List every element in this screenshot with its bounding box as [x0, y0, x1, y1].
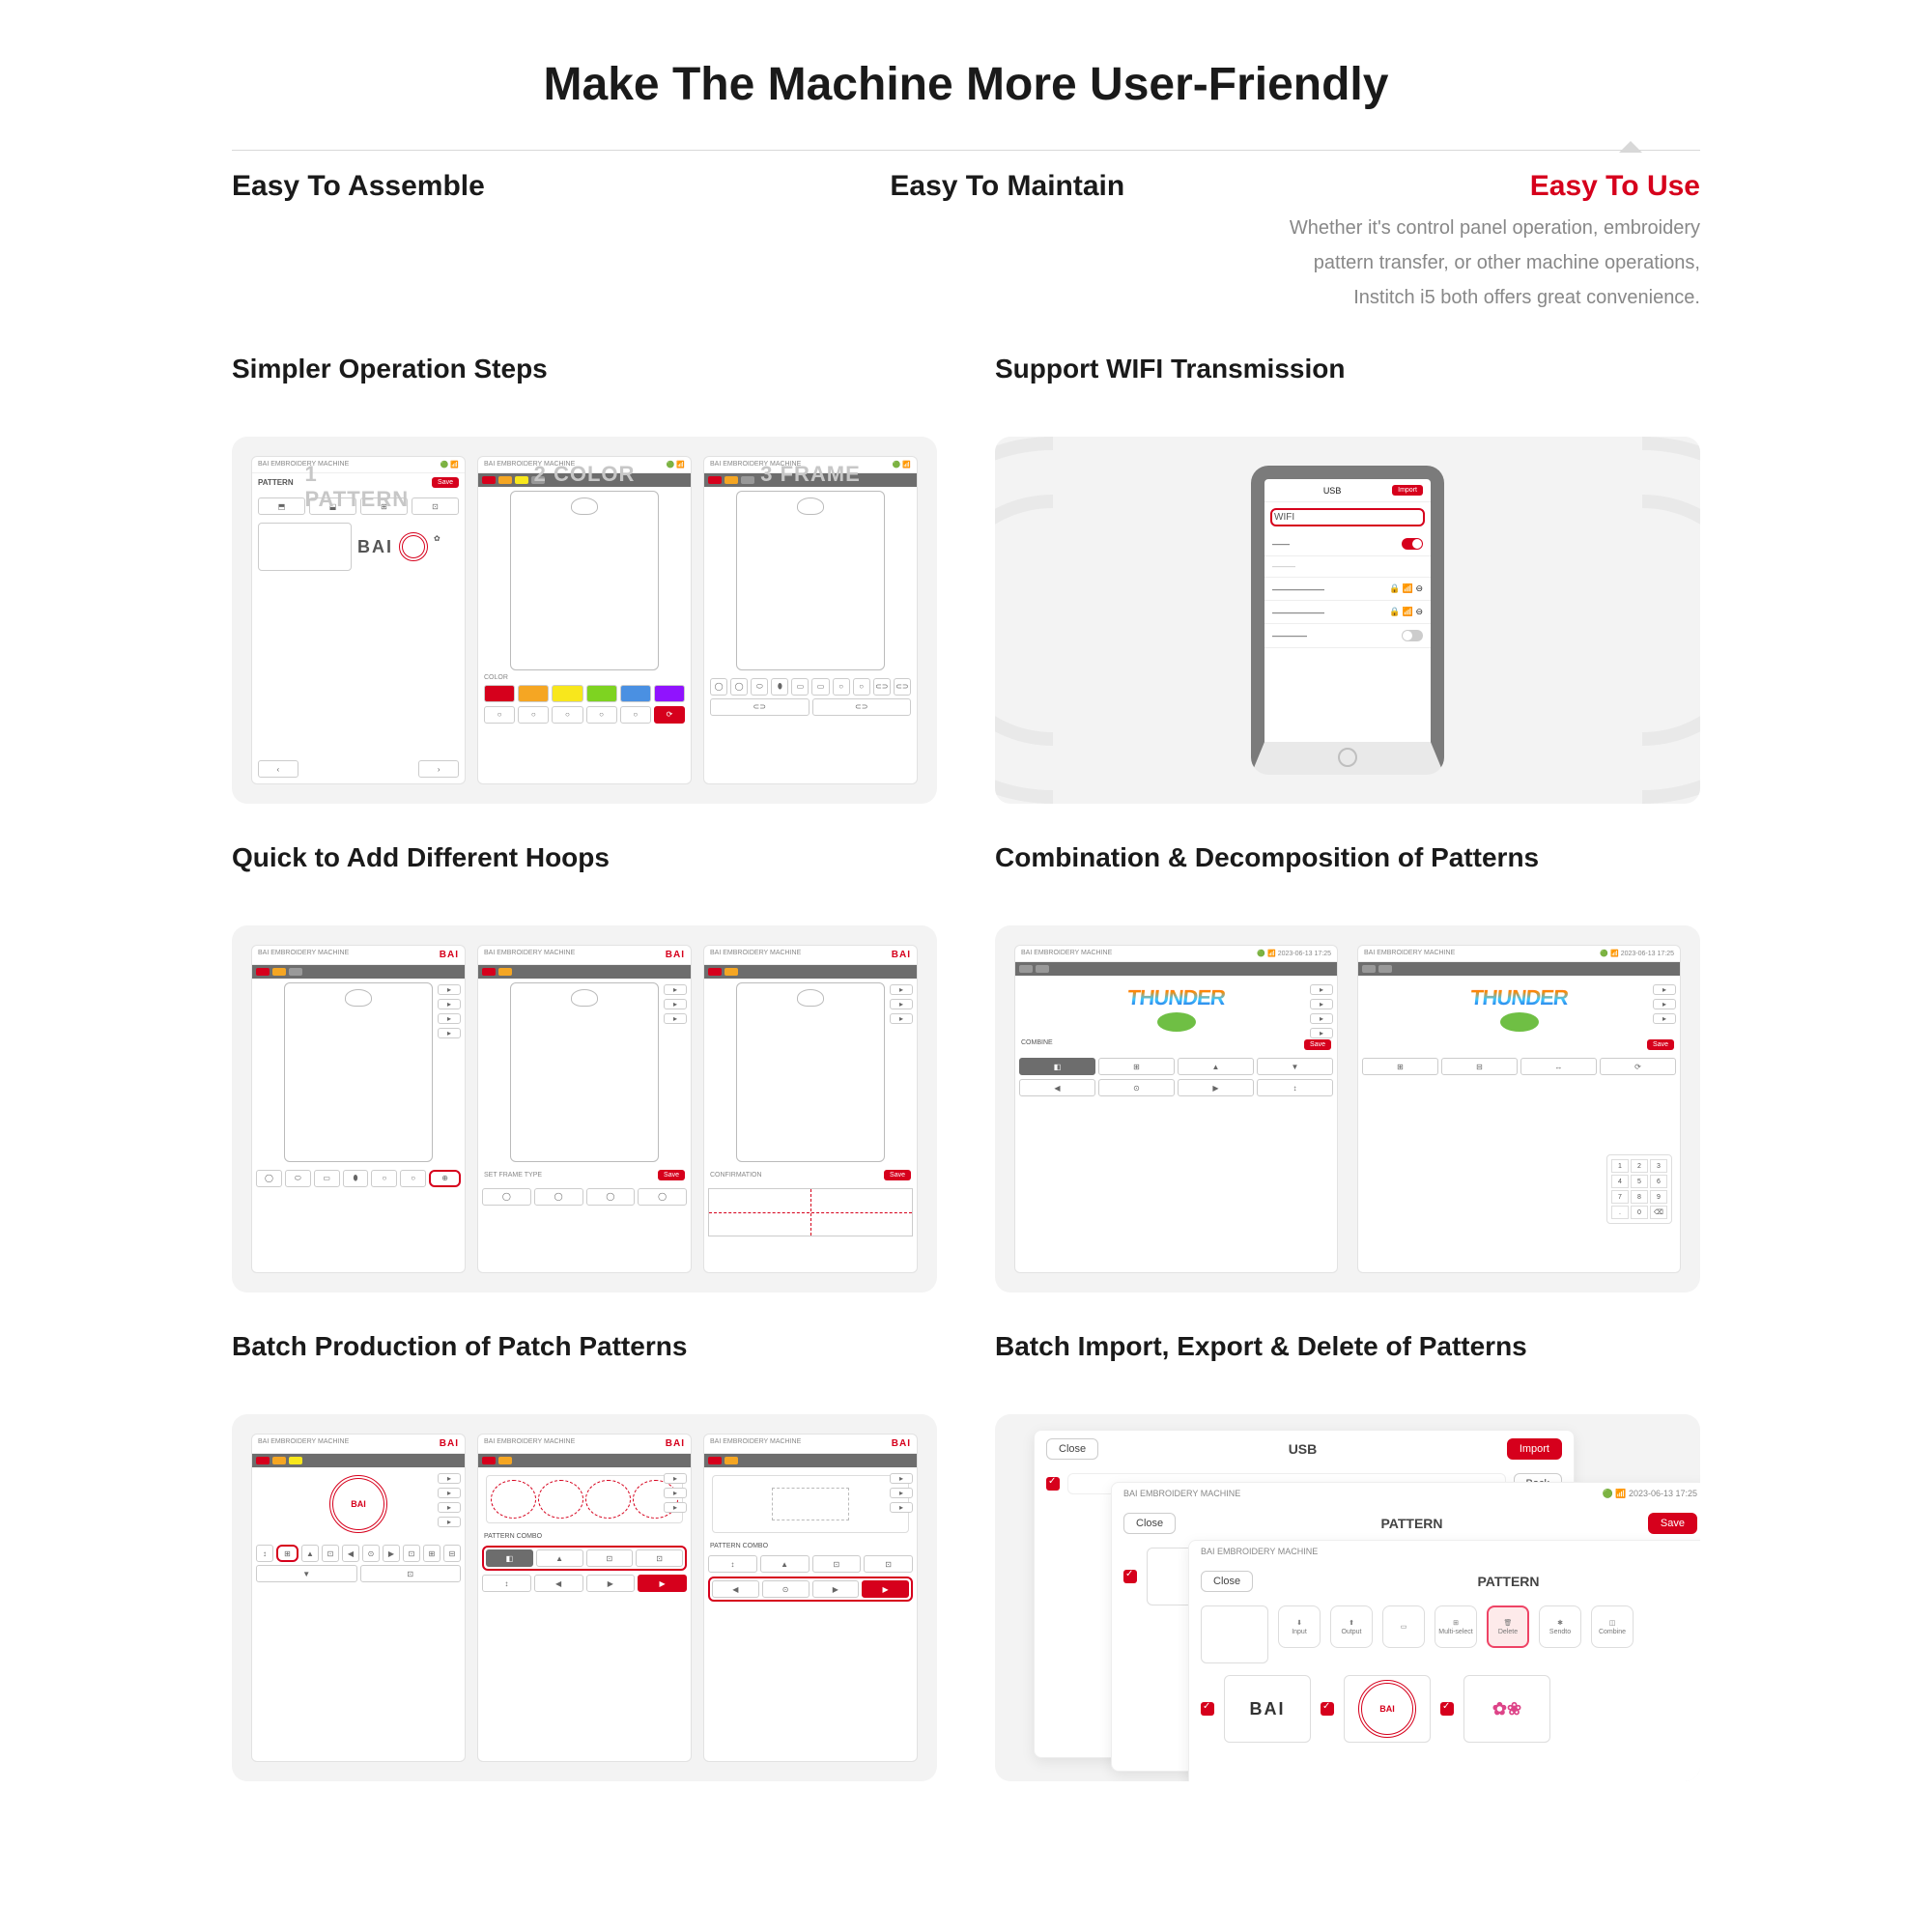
checkbox[interactable]: [1201, 1702, 1214, 1716]
combo-screen-1: BAI EMBROIDERY MACHINE🟢 📶 2023-06-13 17:…: [1014, 945, 1338, 1273]
step1-label: 1 PATTERN: [305, 462, 412, 512]
sendto-icon[interactable]: ✱Sendto: [1539, 1605, 1581, 1648]
grid-tool[interactable]: ⊞: [276, 1545, 298, 1562]
cell-title: Batch Import, Export & Delete of Pattern…: [995, 1331, 1700, 1397]
checkbox[interactable]: [1123, 1570, 1137, 1583]
panel-simpler-steps: 1 PATTERN BAI EMBROIDERY MACHINE🟢 📶 PATT…: [232, 437, 937, 804]
thunder-logo: THUNDER: [1018, 985, 1335, 1010]
window-pattern-2: BAI EMBROIDERY MACHINE🟢 📶 2023-06-13 17:…: [1188, 1540, 1700, 1781]
close-button[interactable]: Close: [1201, 1571, 1253, 1592]
wifi-toggle[interactable]: [1402, 538, 1423, 550]
checkbox[interactable]: [1046, 1477, 1060, 1491]
cell-title: Batch Production of Patch Patterns: [232, 1331, 937, 1397]
page-title: Make The Machine More User-Friendly: [232, 58, 1700, 111]
multi-icon[interactable]: ⊞Multi-select: [1435, 1605, 1477, 1648]
tab-assemble[interactable]: Easy To Assemble: [232, 170, 485, 203]
step3-label: 3 FRAME: [760, 462, 861, 487]
save-button[interactable]: Save: [658, 1170, 685, 1180]
bai-badge: BAI: [329, 1475, 387, 1533]
save-button[interactable]: Save: [432, 477, 459, 488]
numeric-keypad[interactable]: 123 456 789 .0⌫: [1606, 1154, 1672, 1224]
screen-color: BAI EMBROIDERY MACHINE🟢 📶 COLOR ○○○○○⟳: [477, 456, 692, 784]
nav-tools[interactable]: ◀⊙▶▶: [708, 1577, 913, 1602]
cell-batch-patch: Batch Production of Patch Patterns BAI E…: [232, 1331, 937, 1781]
divider: [232, 150, 1700, 151]
output-icon[interactable]: ⬆Output: [1330, 1605, 1373, 1648]
save-button[interactable]: Save: [1648, 1513, 1697, 1534]
panel-wifi: USBImport WIFI —— ——— ——————🔒 📶 ⊖ ——————…: [995, 437, 1700, 804]
tab-maintain[interactable]: Easy To Maintain: [890, 170, 1124, 203]
wifi-highlight: WIFI: [1270, 508, 1425, 526]
feature-grid: Simpler Operation Steps 1 PATTERN BAI EM…: [232, 354, 1700, 1781]
close-button[interactable]: Close: [1046, 1438, 1098, 1460]
panel-hoops: BAI EMBROIDERY MACHINEBAI ▸▸▸▸ ◯⬭▭⬮ ○○⊕ …: [232, 925, 937, 1293]
add-hoop-button[interactable]: ⊕: [429, 1170, 461, 1187]
panel-batch-patch: BAI EMBROIDERY MACHINEBAI BAI ▸▸▸▸ ↕⊞▲⊡ …: [232, 1414, 937, 1781]
combo-screen-2: BAI EMBROIDERY MACHINE🟢 📶 2023-06-13 17:…: [1357, 945, 1681, 1273]
save-button[interactable]: Save: [1304, 1039, 1331, 1050]
tab-subtext: Whether it's control panel operation, em…: [232, 211, 1700, 315]
batch-screen-2: BAI EMBROIDERY MACHINEBAI ▸▸▸ PATTERN CO…: [477, 1434, 692, 1762]
feature-tabs: Easy To Assemble Easy To Maintain Easy T…: [232, 170, 1700, 203]
cell-combination: Combination & Decomposition of Patterns …: [995, 842, 1700, 1293]
frame-icon[interactable]: ▭: [1382, 1605, 1425, 1648]
import-button[interactable]: Import: [1392, 485, 1423, 496]
cell-title: Simpler Operation Steps: [232, 354, 937, 419]
cell-title: Combination & Decomposition of Patterns: [995, 842, 1700, 908]
wifi-tablet: USBImport WIFI —— ——— ——————🔒 📶 ⊖ ——————…: [1251, 466, 1444, 775]
panel-batch-io: Close USB Import Back BAI EMBROIDERY MAC…: [995, 1414, 1700, 1781]
hoop-screen-1: BAI EMBROIDERY MACHINEBAI ▸▸▸▸ ◯⬭▭⬮ ○○⊕: [251, 945, 466, 1273]
cell-hoops: Quick to Add Different Hoops BAI EMBROID…: [232, 842, 937, 1293]
checkbox[interactable]: [1321, 1702, 1334, 1716]
toggle-off[interactable]: [1402, 630, 1423, 641]
batch-screen-1: BAI EMBROIDERY MACHINEBAI BAI ▸▸▸▸ ↕⊞▲⊡ …: [251, 1434, 466, 1762]
import-button[interactable]: Import: [1507, 1438, 1562, 1460]
delete-icon[interactable]: 🗑Delete: [1487, 1605, 1529, 1648]
cell-batch-io: Batch Import, Export & Delete of Pattern…: [995, 1331, 1700, 1781]
cell-wifi: Support WIFI Transmission USBImport WIFI…: [995, 354, 1700, 804]
hoop-screen-2: BAI EMBROIDERY MACHINEBAI ▸▸▸ SET FRAME …: [477, 945, 692, 1273]
cell-title: Support WIFI Transmission: [995, 354, 1700, 419]
close-button[interactable]: Close: [1123, 1513, 1176, 1534]
thunder-logo: THUNDER: [1361, 985, 1678, 1010]
step2-label: 2 COLOR: [534, 462, 636, 487]
combine-icon[interactable]: ◫Combine: [1591, 1605, 1634, 1648]
screen-frame: BAI EMBROIDERY MACHINE🟢 📶 ◯◯⬭⬮ ▭▭○○ ⊂⊃⊂⊃…: [703, 456, 918, 784]
panel-combination: BAI EMBROIDERY MACHINE🟢 📶 2023-06-13 17:…: [995, 925, 1700, 1293]
save-button[interactable]: Save: [1647, 1039, 1674, 1050]
cell-simpler-steps: Simpler Operation Steps 1 PATTERN BAI EM…: [232, 354, 937, 804]
batch-screen-3: BAI EMBROIDERY MACHINEBAI ▸▸▸ PATTERN CO…: [703, 1434, 918, 1762]
checkbox[interactable]: [1440, 1702, 1454, 1716]
hoop-screen-3: BAI EMBROIDERY MACHINEBAI ▸▸▸ CONFIRMATI…: [703, 945, 918, 1273]
input-icon[interactable]: ⬇Input: [1278, 1605, 1321, 1648]
cell-title: Quick to Add Different Hoops: [232, 842, 937, 908]
tab-use[interactable]: Easy To Use: [1530, 170, 1700, 203]
combo-tools[interactable]: ◧▲⊡⊡: [482, 1546, 687, 1571]
save-button[interactable]: Save: [884, 1170, 911, 1180]
